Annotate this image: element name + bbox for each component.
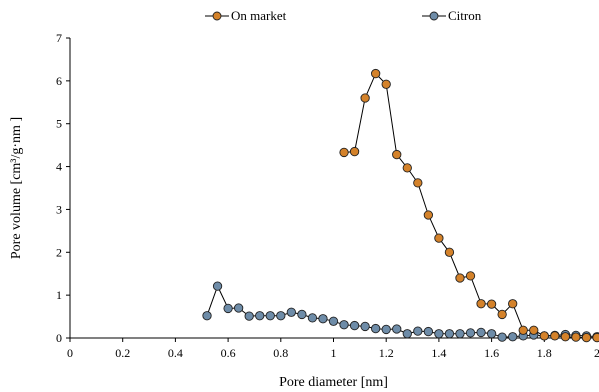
- data-point: [381, 79, 391, 89]
- x-tick-label: 1: [331, 346, 337, 360]
- data-point: [349, 146, 360, 157]
- data-point: [413, 178, 423, 188]
- data-point: [255, 311, 265, 321]
- data-point: [508, 332, 518, 342]
- data-point: [497, 309, 507, 320]
- data-point: [244, 311, 254, 321]
- data-point: [371, 323, 381, 334]
- data-point: [465, 328, 476, 338]
- series-on-market: [339, 68, 599, 343]
- data-point: [360, 321, 370, 332]
- data-point: [297, 309, 307, 320]
- data-point: [444, 329, 455, 339]
- x-tick-label: 2: [594, 346, 599, 360]
- y-tick-label: 7: [56, 31, 62, 45]
- data-point: [423, 326, 434, 337]
- y-tick-label: 1: [56, 288, 62, 302]
- data-point: [339, 147, 349, 158]
- y-tick-label: 4: [56, 160, 62, 174]
- data-point: [276, 311, 286, 321]
- data-point: [455, 273, 465, 283]
- legend: On market Citron: [205, 8, 482, 23]
- data-point: [392, 149, 402, 160]
- data-point: [434, 329, 444, 339]
- legend-item: Citron: [422, 8, 482, 23]
- x-tick-label: 1.8: [537, 346, 552, 360]
- data-point: [486, 329, 497, 339]
- data-point: [212, 281, 223, 291]
- data-point: [202, 311, 212, 321]
- data-point: [402, 329, 412, 339]
- x-tick-label: 1.2: [379, 346, 394, 360]
- legend-label: Citron: [448, 8, 482, 23]
- legend-label: On market: [231, 8, 287, 23]
- series-citron: [202, 281, 599, 342]
- data-point: [529, 325, 539, 335]
- data-point: [307, 313, 318, 323]
- y-tick-label: 6: [56, 74, 62, 88]
- data-point: [392, 324, 402, 334]
- x-axis-label: Pore diameter [nm]: [279, 375, 388, 390]
- legend-marker: [429, 11, 439, 21]
- x-tick-label: 0.6: [221, 346, 236, 360]
- data-point: [508, 299, 518, 309]
- data-point: [265, 311, 275, 321]
- y-tick-label: 3: [56, 202, 62, 216]
- data-point: [560, 332, 571, 342]
- data-point: [550, 331, 560, 341]
- data-point: [360, 93, 370, 103]
- y-axis-label: Pore volume [cm³/g·nm ]: [9, 117, 24, 259]
- data-point: [423, 210, 434, 220]
- series-line: [343, 72, 597, 339]
- data-point: [318, 314, 328, 324]
- x-tick-label: 0.8: [273, 346, 288, 360]
- data-point: [223, 303, 233, 314]
- x-tick-label: 1.4: [431, 346, 446, 360]
- y-tick-label: 5: [56, 117, 62, 131]
- data-point: [328, 316, 339, 326]
- data-point: [286, 307, 296, 317]
- data-point: [434, 233, 444, 243]
- axes: 0 1 2 3 4 5 6 7 0 0.2 0.4 0.6 0.8 1 1.2 1.4 1.6 1.8 2: [56, 31, 599, 360]
- data-point: [518, 325, 528, 335]
- series-line: [206, 284, 598, 338]
- x-tick-label: 0.2: [115, 346, 130, 360]
- data-point: [581, 332, 592, 343]
- data-point: [339, 320, 349, 330]
- legend-marker: [212, 11, 222, 21]
- data-point: [476, 299, 486, 309]
- x-tick-label: 0.4: [168, 346, 183, 360]
- data-point: [592, 332, 599, 343]
- legend-item: On market: [205, 8, 287, 23]
- data-point: [486, 299, 497, 309]
- data-point: [444, 247, 455, 257]
- data-point: [455, 329, 465, 339]
- data-point: [381, 324, 391, 335]
- data-point: [497, 332, 507, 342]
- data-point: [402, 163, 412, 173]
- data-point: [233, 303, 244, 313]
- data-point: [349, 320, 360, 331]
- data-point: [465, 271, 476, 281]
- series-layer: [202, 68, 599, 343]
- data-point: [371, 68, 381, 79]
- data-point: [539, 331, 549, 341]
- x-tick-label: 1.6: [484, 346, 499, 360]
- data-point: [571, 332, 581, 342]
- data-point: [413, 326, 423, 336]
- y-tick-label: 0: [56, 331, 62, 345]
- x-tick-label: 0: [67, 346, 73, 360]
- data-point: [476, 327, 486, 338]
- y-tick-label: 2: [56, 245, 62, 259]
